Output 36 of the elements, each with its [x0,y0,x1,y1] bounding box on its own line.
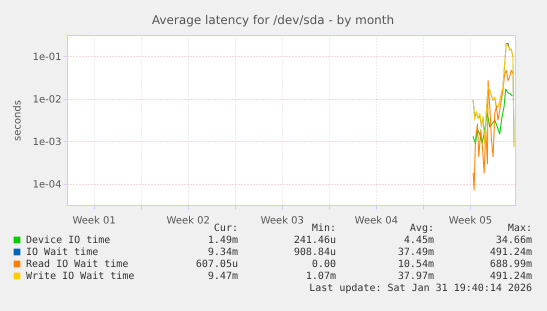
text: 0.00 [312,259,336,270]
text: 4.45m [404,235,434,246]
legend-label: IO Wait time [26,247,98,258]
x-tick-label: Week 01 [72,216,116,226]
text: Min: [312,223,336,234]
text: 491.24m [490,271,532,282]
text: Avg: [410,223,434,234]
x-tick-label: Week 04 [354,216,398,226]
text: Cur: [214,223,238,234]
text: 1.07m [306,271,336,282]
y-axis-title: seconds [12,100,24,141]
text: 688.99m [490,259,532,270]
legend-label: Write IO Wait time [26,271,134,282]
text: 241.46u [294,235,336,246]
x-tick-label: Week 03 [260,216,304,226]
chart-title: Average latency for /dev/sda - by month [152,13,394,27]
y-tick-label: 1e-02 [32,94,62,106]
text: 10.54m [398,259,434,270]
text: 37.49m [398,247,434,258]
text: 37.97m [398,271,434,282]
x-tick-label: Week 05 [448,216,492,226]
text: 9.47m [208,271,238,282]
text: 34.66m [496,235,532,246]
y-tick-label: 1e-04 [32,179,62,190]
text: Max: [508,223,532,234]
y-tick-label: 1e-01 [32,52,62,63]
text: 9.34m [208,247,238,258]
text: Last update: Sat Jan 31 19:40:14 2026 [309,283,532,294]
y-tick-label: 1e-03 [32,136,62,148]
legend-label: Read IO Wait time [26,259,128,270]
x-tick-label: Week 02 [166,216,210,226]
text: 607.05u [196,259,238,270]
text: 491.24m [490,247,532,258]
legend-label: Device IO time [26,235,110,246]
text: 908.84u [294,247,336,258]
text: 1.49m [208,235,238,246]
